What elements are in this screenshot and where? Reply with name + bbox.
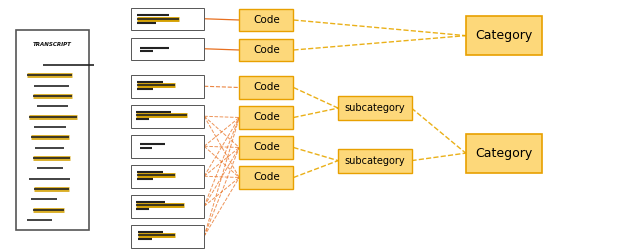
Text: Category: Category — [475, 29, 533, 42]
Bar — [131, 135, 204, 158]
Bar — [239, 136, 293, 159]
Bar — [338, 96, 412, 120]
Text: Code: Code — [253, 82, 279, 92]
Text: subcategory: subcategory — [345, 156, 405, 166]
Bar — [466, 134, 542, 172]
Bar — [16, 30, 89, 230]
Text: Code: Code — [253, 112, 279, 122]
Text: TRANSCRIPT: TRANSCRIPT — [33, 42, 72, 48]
Bar — [131, 38, 204, 60]
Bar — [131, 165, 204, 188]
Bar — [466, 16, 542, 55]
Bar — [338, 149, 412, 172]
Bar — [239, 166, 293, 189]
Bar — [239, 106, 293, 129]
Bar — [239, 76, 293, 99]
Bar — [131, 75, 204, 98]
Bar — [131, 225, 204, 248]
Bar — [131, 105, 204, 128]
Text: Code: Code — [253, 142, 279, 152]
Bar — [239, 39, 293, 61]
Bar — [239, 9, 293, 31]
Text: Code: Code — [253, 172, 279, 182]
Text: subcategory: subcategory — [345, 103, 405, 113]
Text: Code: Code — [253, 45, 279, 55]
Bar — [131, 195, 204, 218]
Text: Code: Code — [253, 15, 279, 25]
Text: Category: Category — [475, 146, 533, 160]
Bar — [131, 8, 204, 30]
